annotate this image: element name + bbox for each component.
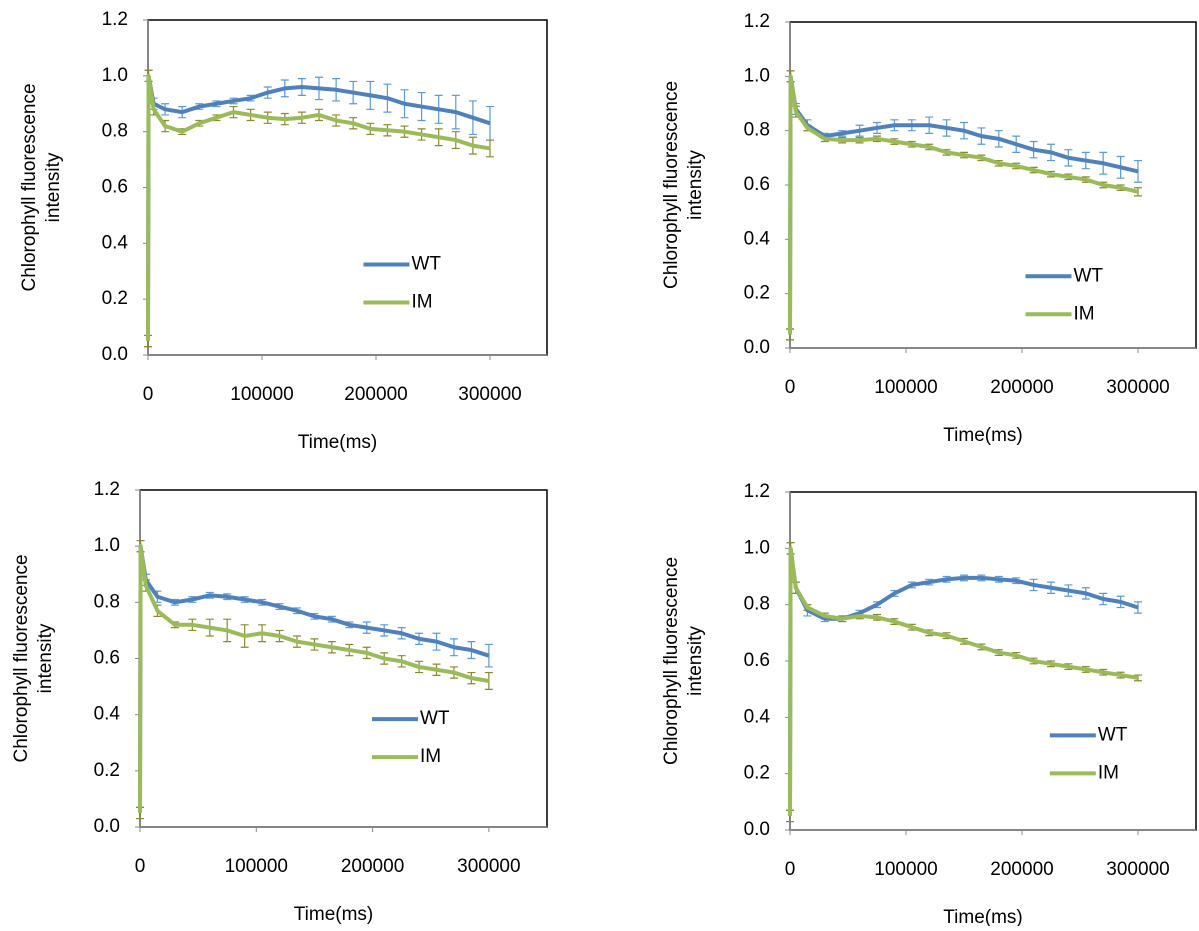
y-tick-label: 0.2 <box>102 288 128 309</box>
legend-label: WT <box>1098 724 1128 745</box>
y-tick-label: 0.2 <box>94 760 120 781</box>
y-tick-label: 0.8 <box>102 121 128 142</box>
legend-label: WT <box>411 254 441 275</box>
y-tick-label: 0.4 <box>744 706 771 727</box>
x-tick-label: 200000 <box>990 859 1053 880</box>
y-axis-label: Chlorophyll fluorescence intensity <box>661 557 706 765</box>
y-tick-label: 0.8 <box>744 594 770 615</box>
x-tick-label: 0 <box>143 384 154 405</box>
y-tick-label: 0.6 <box>744 174 770 195</box>
y-tick-label: 0.2 <box>744 283 770 304</box>
x-tick-label: 0 <box>135 856 146 877</box>
plot-frame <box>139 489 548 828</box>
y-tick-label: 0.8 <box>744 120 770 141</box>
y-tick-label: 0.0 <box>102 344 128 365</box>
series-line <box>138 544 490 813</box>
y-axis-label-line: Chlorophyll fluorescence <box>19 83 40 291</box>
x-tick-label: 100000 <box>230 384 293 405</box>
series-line <box>788 74 1139 335</box>
y-tick-label: 0.0 <box>744 819 770 840</box>
y-tick-label: 0.0 <box>94 816 120 837</box>
y-tick-label: 0.6 <box>744 650 770 671</box>
y-tick-label: 0.8 <box>94 591 120 612</box>
x-tick-label: 200000 <box>344 384 407 405</box>
series-line <box>146 73 491 342</box>
x-axis-label: Time(ms) <box>943 907 1023 926</box>
y-tick-label: 0.6 <box>102 177 128 198</box>
y-axis-label: Chlorophyll fluorescence intensity <box>11 554 56 762</box>
y-axis-label-line: intensity <box>43 152 64 222</box>
error-bar <box>1134 601 1142 614</box>
error-bar <box>486 139 494 158</box>
y-tick-label: 0.6 <box>94 648 120 669</box>
y-tick-label: 1.0 <box>744 65 770 86</box>
series-line <box>788 546 1139 816</box>
x-axis-label: Time(ms) <box>943 425 1023 446</box>
y-axis-label-line: Chlorophyll fluorescence <box>11 554 32 762</box>
y-tick-label: 1.2 <box>744 481 770 502</box>
x-tick-label: 0 <box>785 859 796 880</box>
panel: 0.0 0.2 0.4 0.6 0.8 1.0 1.2 0 100000 200000 300000… <box>11 479 548 925</box>
x-tick-label: 100000 <box>225 856 288 877</box>
y-tick-label: 1.0 <box>102 65 128 86</box>
legend-label: IM <box>411 292 432 313</box>
x-tick-label: 200000 <box>341 856 404 877</box>
series-line <box>788 74 1139 335</box>
x-tick-label: 100000 <box>874 859 937 880</box>
error-bar <box>1134 187 1142 197</box>
legend-label: IM <box>420 746 441 767</box>
plot-frame <box>147 19 548 356</box>
y-tick-label: 1.0 <box>744 537 770 558</box>
legend-label: WT <box>1073 265 1103 286</box>
y-tick-label: 0.4 <box>744 228 771 249</box>
x-tick-label: 300000 <box>457 856 520 877</box>
x-tick-label: 100000 <box>874 377 937 398</box>
y-axis-label-line: intensity <box>35 623 56 693</box>
x-tick-label: 300000 <box>458 384 521 405</box>
y-axis-label: Chlorophyll fluorescence intensity <box>19 83 64 291</box>
x-tick-label: 200000 <box>990 377 1053 398</box>
series-line <box>146 73 491 342</box>
x-axis-label: Time(ms) <box>298 432 378 453</box>
legend-label: IM <box>1073 303 1094 324</box>
x-axis-label: Time(ms) <box>294 904 374 925</box>
panel: 0.0 0.2 0.4 0.6 0.8 1.0 1.2 0 100000 200000 300000… <box>661 481 1197 928</box>
y-axis-label: Chlorophyll fluorescence intensity <box>661 81 706 289</box>
x-tick-label: 0 <box>785 377 796 398</box>
y-axis-label-line: intensity <box>685 626 706 696</box>
y-axis-label-line: intensity <box>685 150 706 220</box>
legend-label: WT <box>420 708 450 729</box>
x-tick-label: 300000 <box>1106 377 1169 398</box>
y-tick-label: 1.2 <box>94 479 120 500</box>
y-tick-label: 1.2 <box>744 11 770 32</box>
y-tick-label: 0.4 <box>102 232 129 253</box>
legend-label: IM <box>1098 762 1119 783</box>
x-tick-label: 300000 <box>1106 859 1169 880</box>
y-axis-label-line: Chlorophyll fluorescence <box>661 81 682 289</box>
plot-frame <box>789 21 1197 349</box>
y-tick-label: 0.0 <box>744 337 770 358</box>
y-tick-label: 0.4 <box>94 704 121 725</box>
y-tick-label: 0.2 <box>744 763 770 784</box>
y-tick-label: 1.0 <box>94 535 120 556</box>
y-axis-label-line: Chlorophyll fluorescence <box>661 557 682 765</box>
panel: 0.0 0.2 0.4 0.6 0.8 1.0 1.2 0 100000 200000 300000… <box>19 9 548 453</box>
series-line <box>138 544 490 813</box>
panel: 0.0 0.2 0.4 0.6 0.8 1.0 1.2 0 100000 200000 300000… <box>661 11 1197 446</box>
plot-frame <box>789 491 1197 831</box>
series-line <box>788 546 1139 816</box>
y-tick-label: 1.2 <box>102 9 128 30</box>
